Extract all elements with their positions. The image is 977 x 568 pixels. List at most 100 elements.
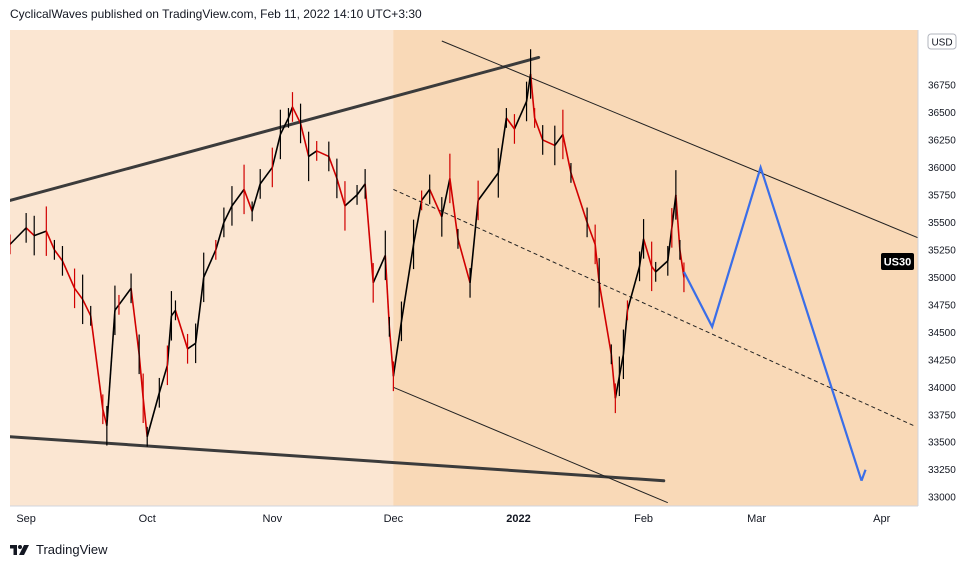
price-segment — [231, 188, 245, 207]
price-tick-label: 35000 — [928, 273, 956, 284]
price-segment — [497, 117, 508, 174]
price-segment — [638, 238, 645, 267]
time-tick-label: Apr — [873, 513, 890, 525]
projection-arrowhead — [860, 469, 867, 482]
price-segment — [618, 354, 625, 377]
tradingview-logo-icon — [10, 544, 29, 555]
price-segment — [449, 178, 459, 239]
footer: TradingView — [10, 542, 108, 557]
price-segment — [61, 260, 76, 289]
price-segment — [130, 288, 140, 355]
price-segment — [174, 310, 189, 350]
price-segment — [513, 101, 528, 130]
time-tick-label: Feb — [634, 513, 653, 525]
price-segment — [73, 287, 84, 300]
price-segment — [469, 200, 479, 283]
price-segment — [328, 156, 338, 179]
price-segment — [89, 315, 104, 410]
price-segment — [570, 172, 588, 223]
time-tick-label: Sep — [16, 513, 36, 525]
price-segment — [142, 398, 149, 437]
price-segment — [525, 73, 532, 102]
price-segment — [114, 304, 120, 311]
price-tick-label: 34750 — [928, 300, 956, 311]
price-segment — [251, 183, 261, 212]
price-segment — [279, 117, 290, 135]
price-segment — [594, 244, 600, 283]
price-segment — [223, 205, 233, 223]
attribution-header: CyclicalWaves published on TradingView.c… — [10, 7, 422, 21]
price-segment — [542, 139, 556, 147]
price-tick-label: 33750 — [928, 410, 956, 421]
channel-lower-line — [393, 386, 668, 504]
price-segment — [622, 310, 629, 355]
currency-label: USD — [931, 38, 952, 49]
price-segment — [356, 183, 366, 196]
wedge-upper-line — [10, 55, 541, 202]
price-tick-label: 36500 — [928, 108, 956, 119]
price-segment — [554, 133, 564, 146]
price-segment — [170, 309, 177, 317]
price-tick-label: 34500 — [928, 328, 956, 339]
channel-midline — [393, 188, 915, 427]
price-segment — [586, 222, 596, 245]
channel-upper-line — [441, 40, 918, 239]
projection-path — [682, 163, 863, 482]
price-segment — [392, 321, 403, 377]
currency-badge: USD — [927, 33, 957, 50]
price-segment — [243, 189, 253, 212]
symbol-badge: US30 — [881, 253, 914, 270]
time-tick-label: Oct — [139, 513, 156, 525]
price-segment — [610, 354, 617, 399]
price-segment — [33, 230, 47, 237]
price-segment — [215, 222, 225, 251]
price-tick-label: 35750 — [928, 190, 956, 201]
price-tick-label: 33250 — [928, 465, 956, 476]
price-segment — [671, 194, 677, 228]
price-segment — [106, 310, 116, 426]
wedge-lower-line — [10, 435, 666, 483]
price-segment — [166, 315, 173, 366]
price-segment — [642, 238, 653, 267]
price-segment — [158, 365, 169, 393]
price-segment — [102, 409, 108, 426]
price-segment — [626, 266, 641, 311]
price-segment — [384, 255, 391, 327]
price-segment — [291, 106, 302, 124]
price-tick-label: 34000 — [928, 383, 956, 394]
price-segment — [412, 200, 423, 245]
price-segment — [344, 194, 358, 207]
price-segment — [655, 260, 669, 273]
price-segment — [45, 230, 56, 251]
price-segment — [441, 178, 451, 218]
price-segment — [651, 265, 657, 273]
price-segment — [299, 123, 310, 157]
price-segment — [372, 255, 387, 284]
price-segment — [202, 249, 217, 278]
price-segment — [505, 117, 516, 130]
price-segment — [388, 326, 395, 377]
price-segment — [420, 188, 431, 201]
price-tick-label: 36250 — [928, 135, 956, 146]
price-tick-label: 36750 — [928, 80, 956, 91]
price-segment — [477, 172, 499, 201]
price-segment — [562, 134, 572, 174]
price-segment — [187, 342, 197, 350]
price-segment — [598, 282, 613, 355]
price-tick-label: 35250 — [928, 245, 956, 256]
price-segment — [138, 354, 144, 399]
symbol-label: US30 — [884, 257, 912, 269]
price-axis[interactable]: 36750 36500 36250 36000 35750 35500 35250 35000… — [928, 80, 956, 503]
price-segment — [364, 183, 374, 283]
price-tick-label: 33000 — [928, 493, 956, 504]
price-segment — [400, 244, 415, 322]
price-segment — [428, 189, 443, 218]
price-segment — [118, 287, 132, 306]
price-segment — [194, 277, 205, 344]
time-tick-label: Mar — [747, 513, 766, 525]
price-segment — [271, 134, 282, 168]
price-tick-label: 34250 — [928, 355, 956, 366]
time-axis[interactable]: Sep Oct Nov Dec 2022 Feb Mar Apr — [16, 513, 890, 525]
footer-brand: TradingView — [36, 542, 108, 557]
